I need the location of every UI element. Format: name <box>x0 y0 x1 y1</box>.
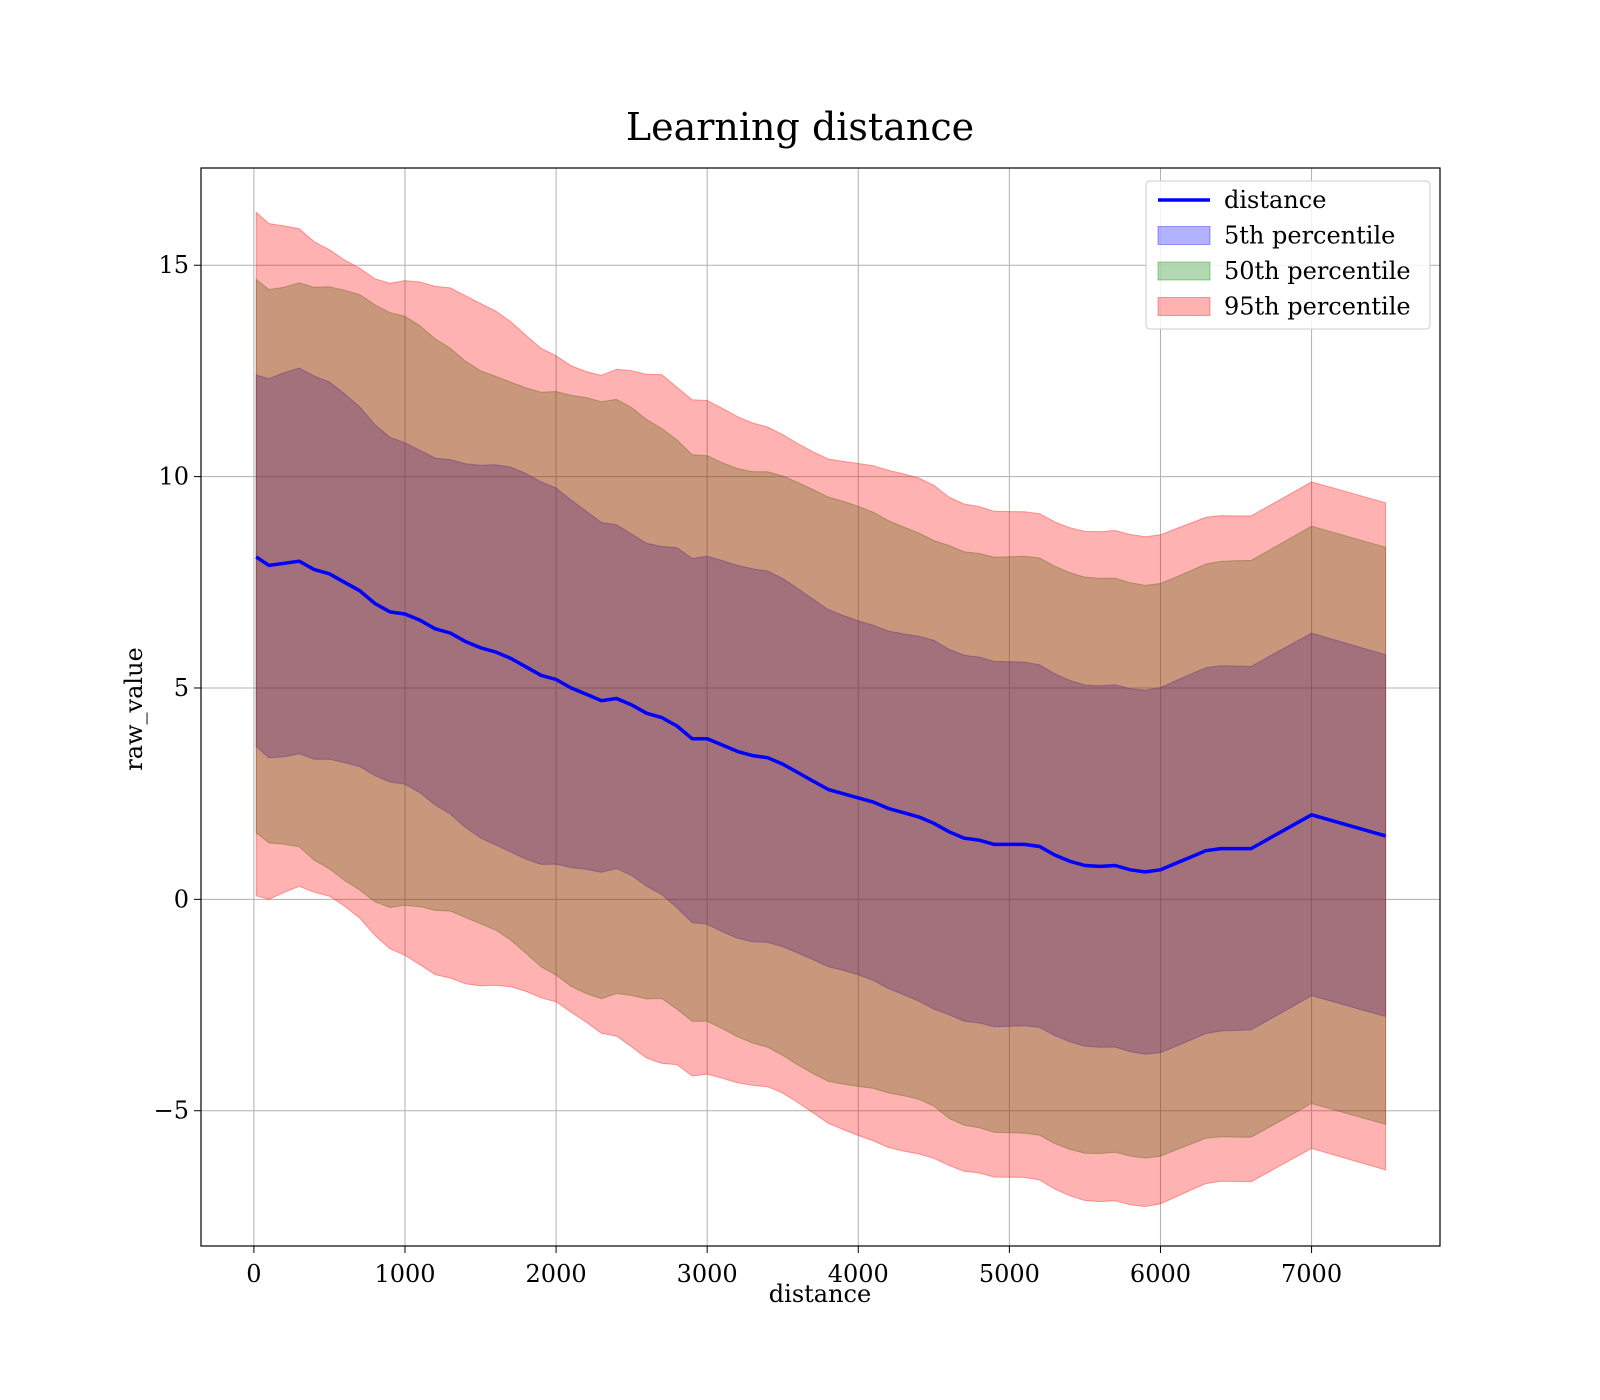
y-tick-label: 0 <box>174 885 189 913</box>
grid <box>201 168 1440 1246</box>
x-tick-label: 3000 <box>677 1260 738 1288</box>
x-tick-label: 1000 <box>374 1260 435 1288</box>
x-axis-label: distance <box>769 1280 871 1308</box>
y-tick-label: 10 <box>158 463 189 491</box>
x-tick-label: 5000 <box>979 1260 1040 1288</box>
distance-line-layer <box>255 555 1387 874</box>
x-tick-label: 6000 <box>1130 1260 1191 1288</box>
percentile-bands <box>255 211 1387 1208</box>
y-axis-label: raw_value <box>120 647 148 771</box>
distance-line <box>255 555 1387 874</box>
legend-swatch-patch <box>1157 261 1211 281</box>
legend-swatch-patch <box>1157 226 1211 245</box>
legend-swatch-patch <box>1157 297 1211 316</box>
axis-ticks: 0 1000 2000 3000 4000 5000 6000 7000 −5 0 5 10 15 <box>154 251 1342 1288</box>
x-tick-label: 7000 <box>1281 1260 1342 1288</box>
legend: distance 5th percentile 50th percentile 95t… <box>1145 180 1431 330</box>
band-50th-percentile <box>255 278 1387 1159</box>
x-tick-label: 2000 <box>526 1260 587 1288</box>
band-95th-percentile <box>255 211 1387 1208</box>
legend-label: 95th percentile <box>1224 293 1411 321</box>
y-tick-label: 5 <box>174 674 189 702</box>
chart-title: Learning distance <box>626 105 974 149</box>
x-tick-label: 0 <box>246 1260 261 1288</box>
legend-label: 5th percentile <box>1224 222 1395 250</box>
y-tick-label: −5 <box>154 1097 189 1125</box>
plot-frame <box>200 167 1441 1247</box>
band-5th-percentile <box>255 367 1387 1055</box>
legend-label: distance <box>1224 186 1326 214</box>
x-tick-label: 4000 <box>828 1260 889 1288</box>
legend-label: 50th percentile <box>1224 257 1411 285</box>
y-tick-label: 15 <box>158 251 189 279</box>
legend-box <box>1145 180 1431 330</box>
